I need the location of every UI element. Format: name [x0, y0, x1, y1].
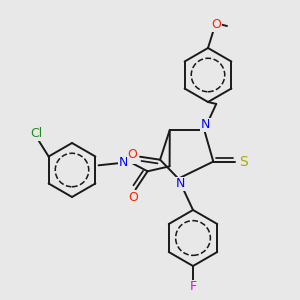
- Text: O: O: [127, 148, 137, 161]
- Text: F: F: [189, 280, 197, 293]
- Text: N: N: [201, 118, 210, 131]
- Text: O: O: [211, 19, 221, 32]
- Text: N: N: [119, 156, 128, 169]
- Text: H: H: [128, 153, 136, 163]
- Text: Cl: Cl: [31, 127, 43, 140]
- Text: O: O: [129, 191, 139, 204]
- Text: N: N: [176, 177, 185, 190]
- Text: S: S: [239, 154, 248, 169]
